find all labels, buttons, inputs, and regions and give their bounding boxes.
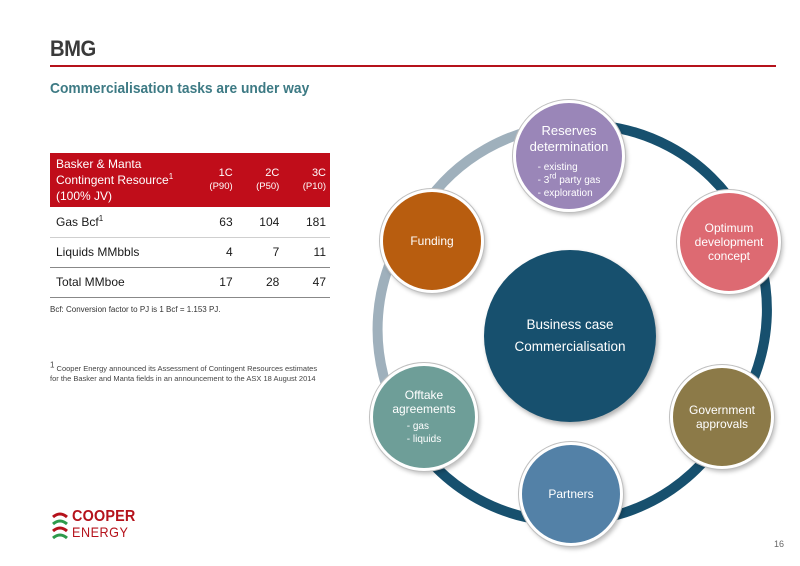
funding-node: Funding [380, 189, 484, 293]
table-row: Gas Bcf1 63 104 181 [50, 207, 330, 238]
partners-node: Partners [519, 442, 623, 546]
government-approvals-node: Government approvals [670, 365, 774, 469]
row-footnote: 1 [98, 213, 104, 223]
table-header-label-text: Basker & Manta Contingent Resource [56, 157, 169, 187]
column-header-label: 1C [218, 167, 233, 179]
footnote-text: Cooper Energy announced its Assessment o… [50, 364, 318, 383]
cooper-energy-logo: COOPER ENERGY [50, 509, 135, 548]
row-label: Liquids MMbbls [56, 245, 140, 259]
row-label-text: Gas Bcf [56, 214, 99, 229]
node-title: Reserves determination [529, 123, 609, 154]
column-header-sub: (P50) [256, 181, 280, 192]
conversion-note: Bcf: Conversion factor to PJ is 1 Bcf = … [50, 305, 221, 314]
page-number: 16 [774, 539, 785, 549]
table-row: Total MMboe 17 28 47 [50, 266, 330, 298]
business-case-node: Business case Commercialisation [484, 250, 656, 422]
table-header-row: Basker & Manta Contingent Resource1 (100… [50, 153, 330, 207]
footnote: 1 Cooper Energy announced its Assessment… [50, 360, 320, 384]
table-cell: 11 [313, 245, 326, 259]
column-header-2c: 2C (P50) [236, 153, 284, 207]
center-line-1: Business case [526, 317, 614, 332]
center-line-2: Commercialisation [514, 339, 626, 354]
offtake-agreements-node: Offtake agreements - gas - liquids [370, 363, 478, 471]
node-list: - existing - 3rd party gas - exploration [538, 161, 601, 200]
logo-line-1: COOPER [72, 508, 136, 525]
list-item-rest: party gas [556, 175, 601, 186]
logo-line-2: ENERGY [72, 524, 129, 540]
node-title: Offtake agreements [392, 388, 456, 416]
logo-wordmark: COOPER ENERGY [72, 508, 143, 540]
title-divider [50, 65, 776, 67]
column-header-1c: 1C (P90) [190, 153, 237, 207]
column-header-sub: (P10) [302, 181, 326, 192]
contingent-resource-table: Basker & Manta Contingent Resource1 (100… [50, 153, 330, 298]
table-header-label: Basker & Manta Contingent Resource1 (100… [50, 153, 190, 207]
row-label: Gas Bcf1 [50, 207, 190, 238]
page-title: BMG [50, 36, 96, 61]
logo-mark-icon [52, 512, 68, 540]
table-cell: 104 [236, 207, 284, 238]
list-item: - 3rd party gas [537, 171, 601, 187]
reserves-determination-node: Reserves determination - existing - 3rd … [513, 100, 625, 212]
table-cell: 28 [236, 266, 284, 298]
column-header-3c: 3C (P10) [283, 153, 330, 207]
table-row: Liquids MMbbls 4 7 11 [50, 237, 330, 267]
list-item: - liquids [406, 434, 442, 445]
node-title: Optimum development concept [694, 221, 764, 263]
row-label: Total MMboe [50, 266, 190, 298]
table-cell: 47 [283, 266, 330, 298]
commercialisation-diagram: Business case Commercialisation Reserves… [360, 90, 800, 560]
node-title: Partners [548, 487, 594, 501]
list-item-sup: rd [549, 171, 557, 181]
list-item: - existing [537, 162, 578, 173]
column-header-label: 2C [265, 167, 280, 179]
node-title: Funding [410, 234, 454, 248]
table-cell: 17 [190, 266, 237, 298]
node-list: - gas - liquids [407, 420, 441, 446]
list-item: - exploration [537, 188, 593, 199]
list-item-prefix: - 3 [537, 175, 550, 186]
footnote-mark: 1 [50, 360, 55, 370]
table-cell: 63 [190, 207, 237, 238]
column-header-label: 3C [311, 167, 326, 179]
list-item: - gas [406, 421, 429, 432]
table-header-footnote: 1 [168, 172, 174, 181]
table-cell: 4 [225, 245, 233, 259]
table-cell: 7 [272, 245, 280, 259]
column-header-sub: (P90) [209, 181, 233, 192]
node-title: Government approvals [688, 403, 756, 431]
page-subtitle: Commercialisation tasks are under way [50, 80, 310, 97]
table-header-label-suffix: (100% JV) [56, 189, 113, 203]
table-cell: 181 [283, 207, 330, 238]
optimum-development-node: Optimum development concept [677, 190, 781, 294]
